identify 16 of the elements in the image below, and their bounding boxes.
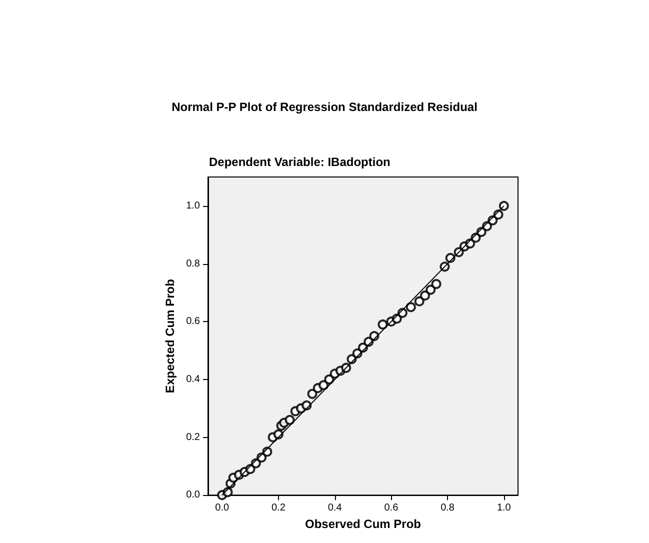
y-tick-label: 0.4 bbox=[186, 374, 200, 385]
x-tick-label: 0.8 bbox=[440, 502, 455, 514]
y-tick-label: 0.6 bbox=[186, 316, 200, 328]
x-tick-label: 0.0 bbox=[215, 502, 230, 514]
x-tick-label: 1.0 bbox=[496, 502, 512, 514]
chart-subtitle: Dependent Variable: IBadoption bbox=[209, 155, 390, 169]
y-axis-title: Expected Cum Prob bbox=[163, 279, 177, 394]
y-tick-label: 0.0 bbox=[186, 490, 200, 501]
x-axis-title: Observed Cum Prob bbox=[304, 517, 422, 531]
chart-title: Normal P-P Plot of Regression Standardized Residual bbox=[172, 100, 478, 114]
y-tick-label: 1.0 bbox=[186, 200, 200, 212]
y-tick-label: 0.8 bbox=[186, 258, 200, 270]
x-tick-label: 0.4 bbox=[328, 502, 342, 514]
x-tick-label: 0.6 bbox=[384, 502, 399, 514]
x-tick-label: 0.2 bbox=[272, 502, 286, 514]
y-tick-label: 0.2 bbox=[186, 432, 200, 443]
